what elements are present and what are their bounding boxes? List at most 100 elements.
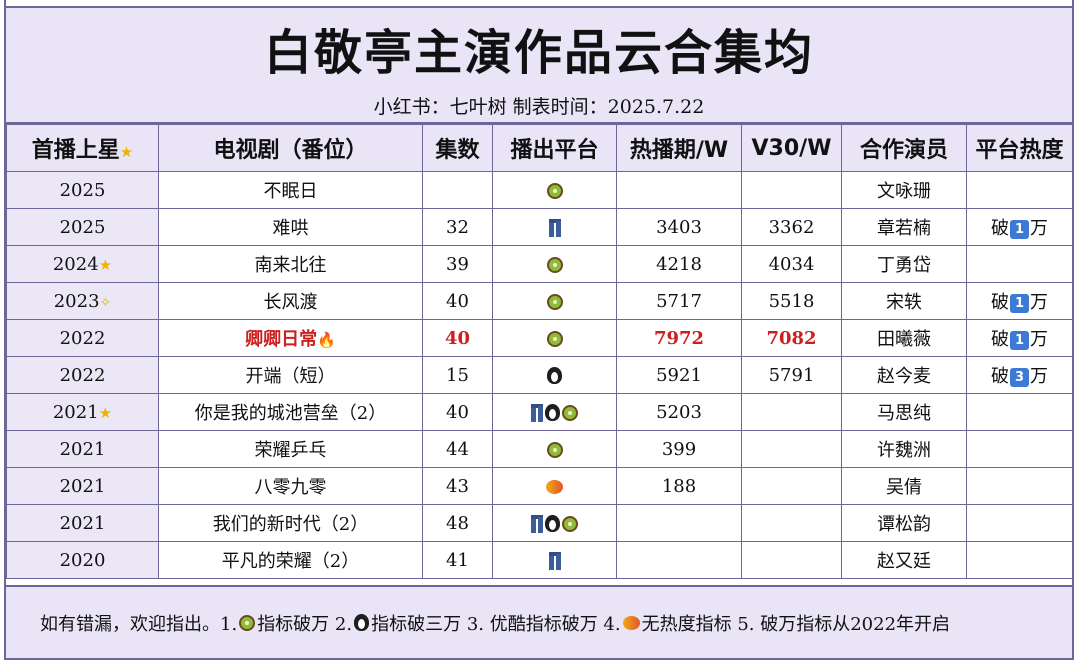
cell-year: 2023✧	[6, 282, 159, 320]
cell-cast: 章若楠	[841, 208, 967, 246]
cell-platform	[492, 208, 617, 246]
kiwi-icon	[562, 404, 578, 421]
cell-v30: 3362	[741, 208, 842, 246]
cell-hot-period: 5921	[616, 356, 742, 394]
footer-text-1: 指标破万 2.	[257, 613, 353, 635]
footer-note: 如有错漏，欢迎指出。1. 指标破万 2. 指标破三万 3. 优酷指标破万 4. …	[6, 585, 1072, 660]
penguin-icon	[547, 367, 562, 384]
cell-drama: 南来北往	[158, 245, 423, 283]
cell-hot-period: 5717	[616, 282, 742, 320]
cell-platform	[492, 393, 617, 431]
cell-cast: 谭松韵	[841, 504, 967, 542]
cell-drama: 荣耀乒乓	[158, 430, 423, 468]
cell-cast: 许魏洲	[841, 430, 967, 468]
cell-v30	[741, 504, 842, 542]
jeans-icon	[531, 514, 543, 533]
cell-v30	[741, 171, 842, 209]
kiwi-icon	[546, 256, 563, 273]
table-row: 2021 我们的新时代（2） 48 谭松韵	[6, 504, 1073, 542]
jeans-icon	[548, 551, 561, 570]
table-row: 2021★ 你是我的城池营垒（2） 40 5203 马思纯	[6, 393, 1073, 431]
cell-year: 2025	[6, 171, 159, 209]
cell-episodes: 43	[422, 467, 493, 505]
cell-episodes: 40	[422, 319, 493, 357]
cell-cast: 赵又廷	[841, 541, 967, 579]
cell-v30: 7082	[741, 319, 842, 357]
cell-hot-period: 3403	[616, 208, 742, 246]
star-icon: ★	[98, 255, 113, 274]
table-row: 2024★ 南来北往 39 4218 4034 丁勇岱	[6, 245, 1073, 283]
star-icon: ★	[119, 143, 134, 161]
number-badge: 3	[1010, 367, 1029, 387]
cell-year: 2022	[6, 356, 159, 394]
cell-episodes: 44	[422, 430, 493, 468]
cell-platform	[492, 245, 617, 283]
cell-drama: 长风渡	[158, 282, 423, 320]
penguin-icon	[545, 515, 560, 532]
mango-icon	[546, 479, 563, 494]
cell-heat	[966, 504, 1073, 542]
cell-heat	[966, 245, 1073, 283]
cell-drama: 难哄	[158, 208, 423, 246]
cell-drama: 卿卿日常🔥	[158, 319, 423, 357]
table-row: 2025 不眠日 文咏珊	[6, 171, 1073, 209]
dizzy-icon: ✧	[99, 294, 112, 311]
cell-platform	[492, 430, 617, 468]
cell-hot-period: 188	[616, 467, 742, 505]
cell-heat	[966, 393, 1073, 431]
subtitle: 小红书：七叶树 制表时间：2025.7.22	[6, 88, 1072, 124]
table-row: 2025 难哄 32 3403 3362 章若楠破 1 万	[6, 208, 1073, 246]
table-row: 2023✧ 长风渡 40 5717 5518 宋轶破 1 万	[6, 282, 1073, 320]
cell-v30: 5518	[741, 282, 842, 320]
cell-cast: 赵今麦	[841, 356, 967, 394]
jeans-icon	[531, 403, 543, 422]
cell-hot-period	[616, 541, 742, 579]
cell-platform	[492, 541, 617, 579]
kiwi-icon	[546, 330, 563, 347]
cell-platform	[492, 282, 617, 320]
header-premiere: 首播上星★	[6, 124, 159, 172]
drama-table: 首播上星★ 电视剧（番位） 集数 播出平台 热播期/W V30/W 合作演员 平…	[6, 124, 1073, 579]
header-hot-period: 热播期/W	[616, 124, 742, 172]
cell-year: 2025	[6, 208, 159, 246]
cell-hot-period	[616, 171, 742, 209]
sheet: 白敬亭主演作品云合集均 小红书：七叶树 制表时间：2025.7.22 首播上星★…	[4, 0, 1074, 660]
cell-platform	[492, 467, 617, 505]
cell-hot-period: 5203	[616, 393, 742, 431]
cell-episodes: 32	[422, 208, 493, 246]
cell-heat	[966, 430, 1073, 468]
cell-cast: 吴倩	[841, 467, 967, 505]
cell-cast: 田曦薇	[841, 319, 967, 357]
header-drama: 电视剧（番位）	[158, 124, 423, 172]
cell-episodes: 48	[422, 504, 493, 542]
cell-platform	[492, 171, 617, 209]
cell-platform	[492, 356, 617, 394]
header-heat: 平台热度	[966, 124, 1073, 172]
mango-icon	[622, 615, 640, 630]
cell-episodes: 40	[422, 282, 493, 320]
cell-cast: 宋轶	[841, 282, 967, 320]
header-platform: 播出平台	[492, 124, 617, 172]
cell-drama: 我们的新时代（2）	[158, 504, 423, 542]
table-row: 2021 八零九零 43 188 吴倩	[6, 467, 1073, 505]
penguin-icon	[354, 614, 370, 631]
jeans-icon	[548, 218, 561, 237]
cell-year: 2022	[6, 319, 159, 357]
penguin-icon	[545, 404, 560, 421]
footer-text-0: 如有错漏，欢迎指出。1.	[40, 613, 238, 635]
number-badge: 1	[1010, 330, 1029, 350]
cell-heat	[966, 171, 1073, 209]
cell-episodes: 41	[422, 541, 493, 579]
cell-episodes: 40	[422, 393, 493, 431]
header-v30: V30/W	[741, 124, 842, 172]
table-row: 2021 荣耀乒乓 44 399 许魏洲	[6, 430, 1073, 468]
cell-v30: 5791	[741, 356, 842, 394]
cell-episodes: 15	[422, 356, 493, 394]
cell-platform	[492, 504, 617, 542]
kiwi-icon	[239, 614, 256, 631]
cell-year: 2024★	[6, 245, 159, 283]
